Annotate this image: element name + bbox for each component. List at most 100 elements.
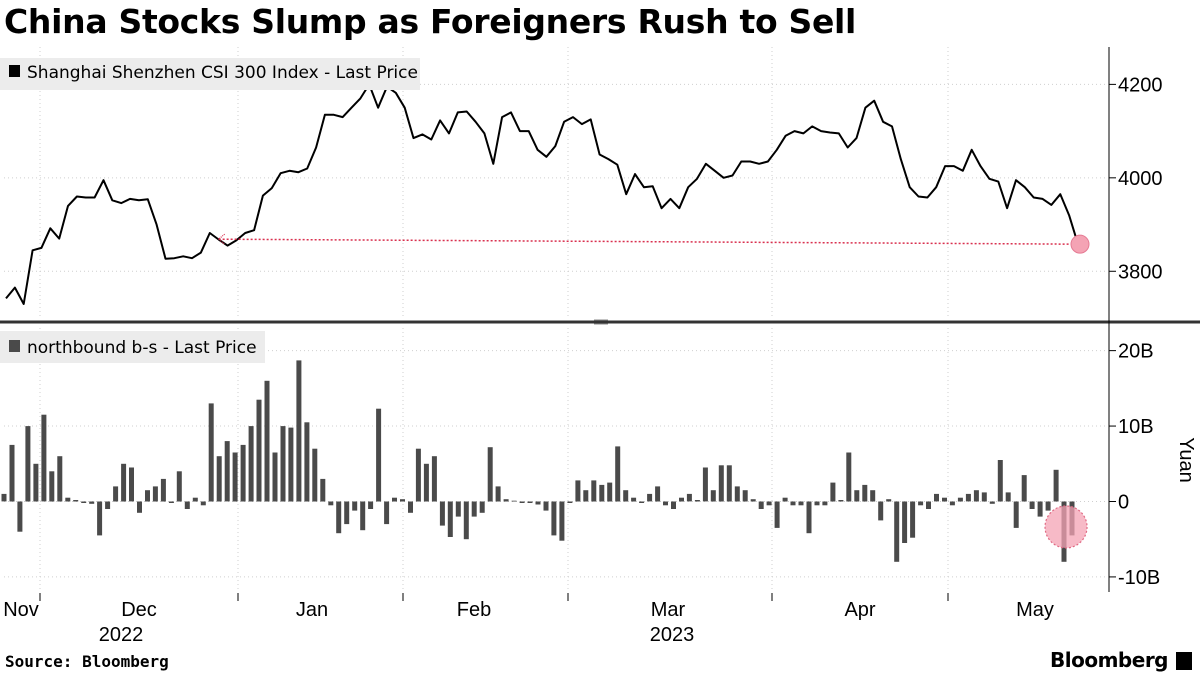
northbound-bar	[886, 499, 892, 502]
northbound-bar	[655, 486, 661, 502]
northbound-bar	[447, 501, 453, 537]
northbound-bar	[392, 497, 397, 502]
northbound-bar	[272, 452, 278, 502]
northbound-bar	[934, 493, 939, 502]
northbound-bar	[320, 478, 326, 502]
y-axis-unit-label: Yuan	[1175, 437, 1197, 483]
northbound-bar	[902, 501, 908, 543]
northbound-bar	[997, 460, 1003, 502]
northbound-bar	[671, 501, 676, 509]
northbound-bar	[878, 501, 884, 521]
y-tick-label-bottom-2: 10B	[1118, 416, 1154, 438]
northbound-bar	[73, 500, 79, 502]
northbound-bar	[806, 501, 812, 534]
northbound-bar	[710, 490, 716, 502]
northbound-bar	[439, 501, 445, 526]
northbound-bar	[240, 444, 246, 502]
x-tick-label-mar: Mar	[651, 599, 686, 621]
northbound-bar	[145, 490, 150, 502]
northbound-bar	[455, 501, 461, 517]
northbound-bar	[663, 501, 668, 506]
northbound-bar	[121, 463, 127, 502]
northbound-bar	[989, 501, 995, 504]
x-tick-label-jan: Jan	[296, 599, 328, 621]
x-tick-label-feb: Feb	[457, 599, 491, 621]
northbound-bar	[973, 490, 979, 502]
reference-arrow-head	[217, 233, 226, 245]
northbound-bar	[328, 501, 334, 506]
northbound-bar	[336, 501, 342, 534]
northbound-bar	[1021, 475, 1027, 502]
northbound-bar	[208, 403, 214, 502]
northbound-bar	[376, 408, 382, 502]
bloomberg-logo-icon	[1176, 652, 1192, 670]
legend-top-bg	[0, 58, 420, 90]
northbound-bar	[870, 490, 876, 502]
y-tick-label-top-0: 3800	[1118, 261, 1163, 283]
northbound-bar	[798, 501, 804, 506]
northbound-bar	[846, 452, 852, 502]
northbound-bar	[248, 426, 254, 502]
y-tick-label-bottom-0: -10B	[1118, 567, 1160, 589]
northbound-bar	[535, 501, 541, 505]
northbound-bar	[471, 501, 477, 517]
northbound-bar	[718, 465, 724, 502]
northbound-bar	[910, 501, 916, 538]
bloomberg-logo: Bloomberg	[1050, 648, 1168, 672]
northbound-bar	[17, 501, 23, 532]
northbound-bar	[702, 467, 708, 502]
y-tick-label-top-1: 4000	[1118, 168, 1163, 190]
source-note: Source: Bloomberg	[5, 652, 169, 671]
northbound-bar	[352, 501, 358, 511]
northbound-bar	[81, 501, 87, 503]
northbound-bar	[400, 499, 405, 502]
northbound-bar	[631, 497, 637, 502]
northbound-bar	[280, 426, 286, 502]
northbound-bar	[774, 501, 780, 528]
northbound-bar	[304, 422, 310, 502]
northbound-bar	[232, 452, 238, 502]
northbound-bar	[742, 490, 748, 502]
northbound-bar	[479, 501, 485, 513]
northbound-bar	[830, 482, 836, 502]
northbound-bar	[559, 501, 565, 541]
northbound-bar	[89, 501, 95, 504]
northbound-bar	[782, 497, 788, 502]
northbound-bar	[168, 501, 174, 503]
northbound-bar	[105, 501, 111, 509]
northbound-bar	[679, 497, 684, 502]
northbound-bar	[1013, 501, 1019, 528]
northbound-bar	[384, 501, 390, 525]
northbound-bar	[686, 493, 692, 502]
northbound-bar	[41, 414, 47, 502]
northbound-bar	[647, 493, 653, 502]
northbound-bar	[224, 441, 230, 502]
legend-top-label: Shanghai Shenzhen CSI 300 Index - Last P…	[27, 63, 418, 83]
northbound-bar	[33, 463, 39, 502]
northbound-bar	[599, 484, 605, 502]
northbound-bar	[408, 501, 413, 513]
x-year-label-2022: 2022	[99, 624, 144, 646]
northbound-bar	[1053, 469, 1059, 502]
northbound-bar	[567, 501, 573, 503]
northbound-bar	[1005, 492, 1011, 502]
northbound-bar	[1037, 501, 1043, 517]
northbound-bar	[423, 463, 429, 502]
northbound-bar	[527, 501, 533, 503]
northbound-bar	[312, 448, 318, 502]
northbound-bar	[463, 501, 469, 540]
northbound-bar	[591, 480, 597, 502]
northbound-bar	[981, 492, 987, 502]
chart-title: China Stocks Slump as Foreigners Rush to…	[4, 2, 857, 41]
northbound-bar	[176, 471, 182, 502]
northbound-bar	[790, 501, 796, 506]
northbound-bar	[192, 497, 198, 502]
northbound-bar	[607, 482, 613, 502]
northbound-bar	[758, 501, 764, 509]
northbound-bar	[97, 501, 103, 536]
northbound-bar	[57, 456, 63, 502]
northbound-bar	[583, 490, 589, 502]
legend-bottom-label: northbound b-s - Last Price	[27, 338, 257, 358]
northbound-bar	[495, 486, 501, 502]
